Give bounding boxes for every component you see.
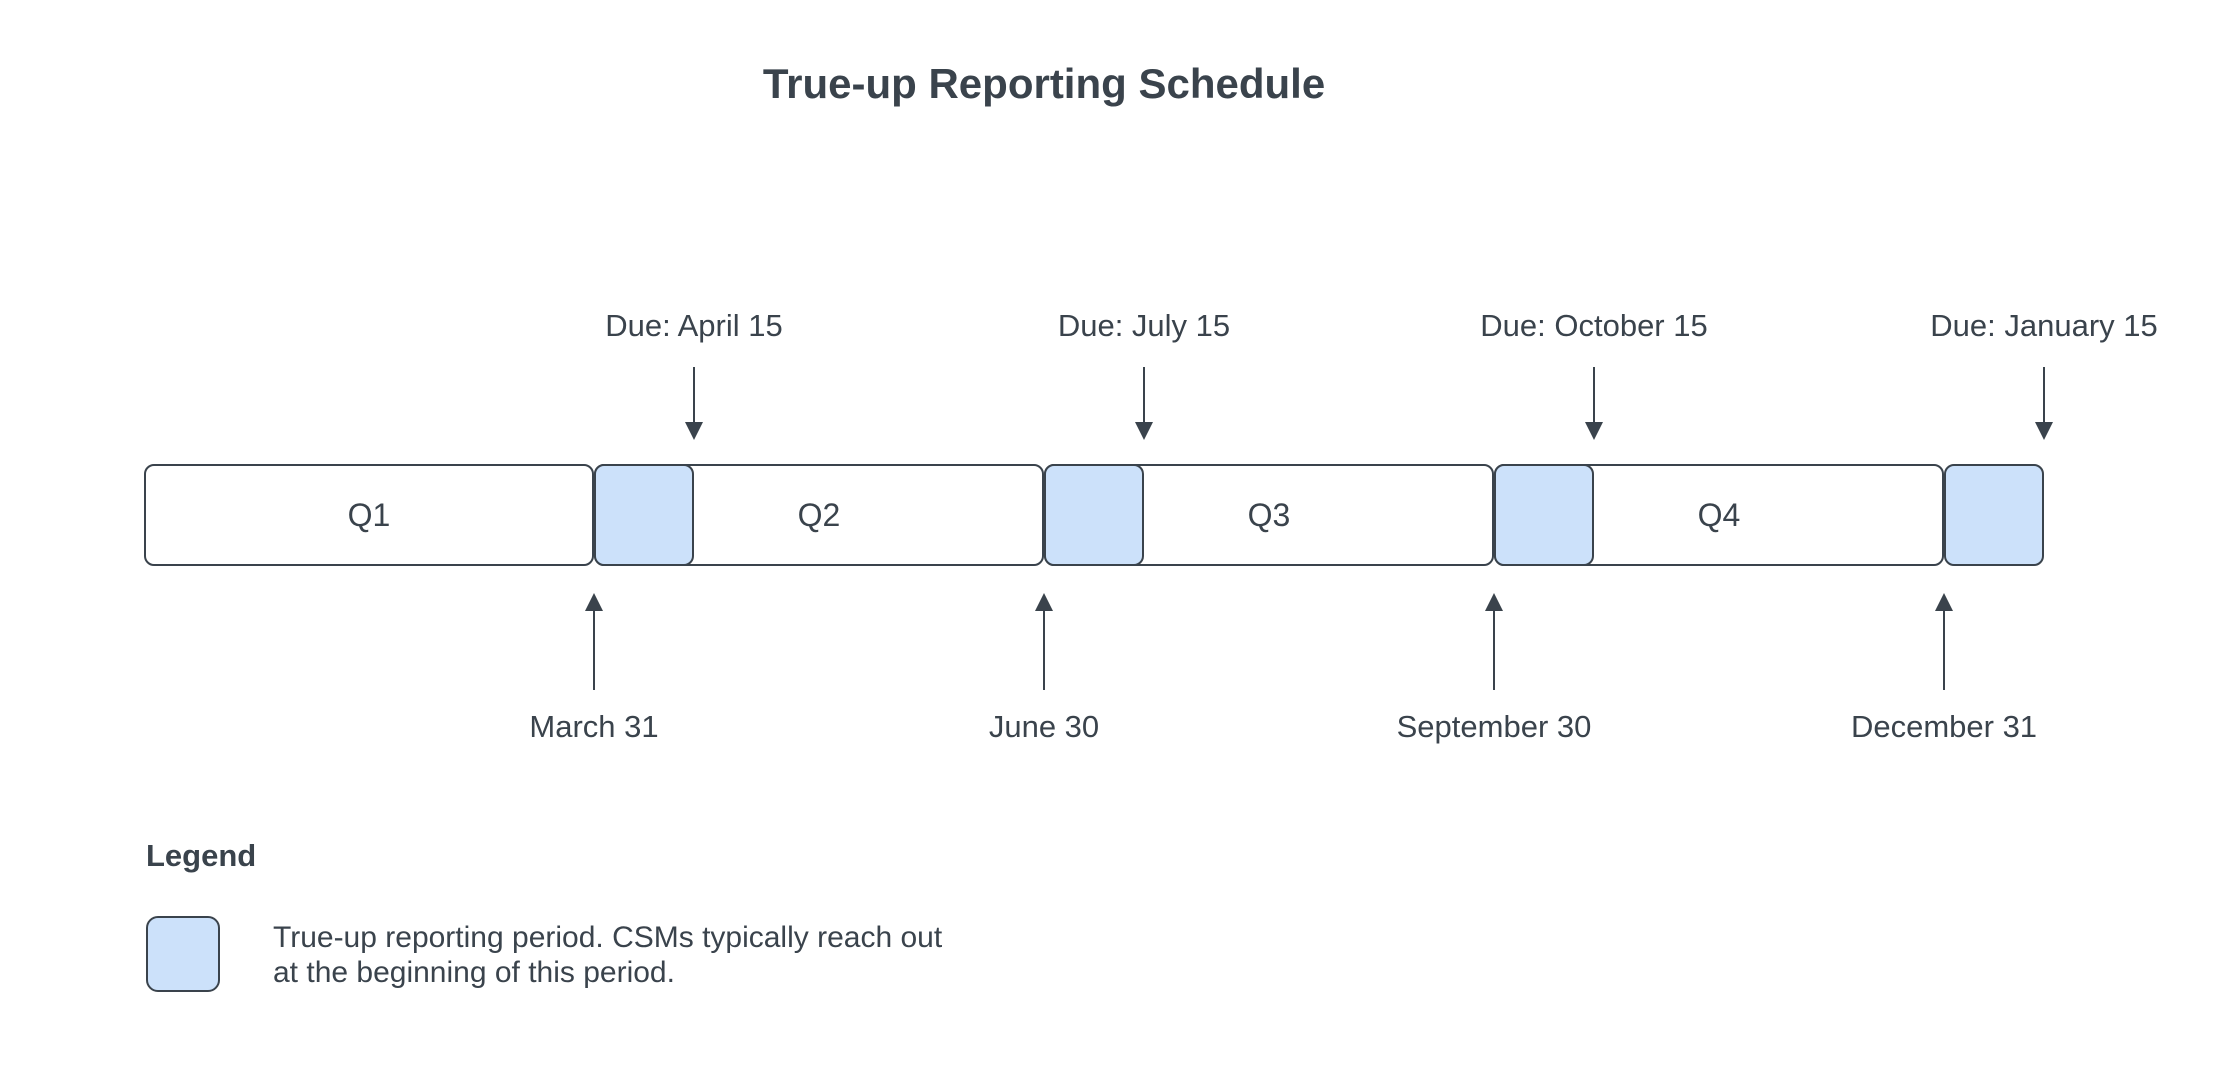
due-date-label: Due: July 15 <box>1057 308 1231 343</box>
quarter-end-date-label: March 31 <box>529 709 659 744</box>
arrow-head <box>1485 593 1503 611</box>
true-up-period-box <box>1944 464 2044 566</box>
arrow-head <box>1585 422 1603 440</box>
quarter-label: Q1 <box>347 496 391 533</box>
arrow-head <box>1935 593 1953 611</box>
quarter-label: Q2 <box>797 496 841 533</box>
arrow-head <box>1135 422 1153 440</box>
arrow-head <box>685 422 703 440</box>
due-date-label: Due: April 15 <box>605 308 783 343</box>
legend-description: True-up reporting period. CSMs typically… <box>273 921 943 989</box>
true-up-period-box <box>1494 464 1594 566</box>
due-date-label: Due: October 15 <box>1480 308 1708 343</box>
legend-swatch <box>146 916 220 992</box>
quarter-end-date-label: September 30 <box>1396 709 1592 744</box>
quarter-end-date-label: June 30 <box>988 709 1100 744</box>
quarter-label: Q3 <box>1247 496 1291 533</box>
true-up-period-box <box>1044 464 1144 566</box>
quarter-label: Q4 <box>1697 496 1741 533</box>
arrow-shaft <box>1143 367 1145 423</box>
true-up-period-box <box>594 464 694 566</box>
arrow-head <box>1035 593 1053 611</box>
arrow-shaft <box>2043 367 2045 423</box>
arrow-shaft <box>593 610 595 690</box>
arrow-shaft <box>693 367 695 423</box>
page-title: True-up Reporting Schedule <box>762 60 1326 107</box>
arrow-shaft <box>1493 610 1495 690</box>
quarter-end-date-label: December 31 <box>1850 709 2038 744</box>
due-date-label: Due: January 15 <box>1930 308 2158 343</box>
arrow-shaft <box>1593 367 1595 423</box>
legend-heading: Legend <box>146 838 257 873</box>
arrow-head <box>585 593 603 611</box>
arrow-shaft <box>1943 610 1945 690</box>
quarter-box-q1: Q1 <box>144 464 594 566</box>
arrow-head <box>2035 422 2053 440</box>
arrow-shaft <box>1043 610 1045 690</box>
